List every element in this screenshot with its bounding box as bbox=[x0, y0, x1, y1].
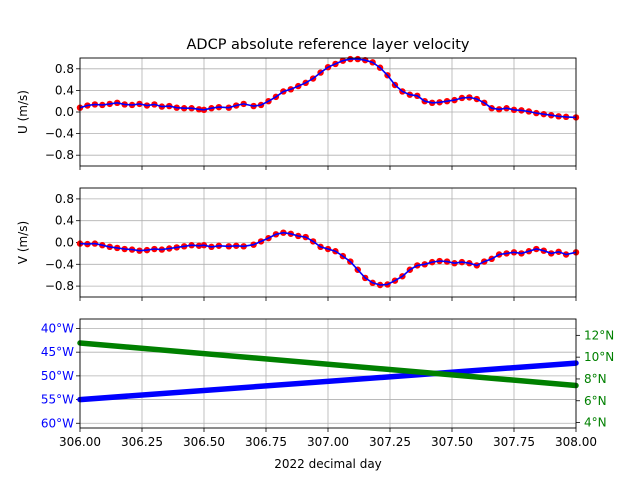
left-y-tick-label: 45°W bbox=[41, 345, 74, 359]
panels: 0.8 0.4 0.0 −0.4 −0.8 U (m/s) 0.8 0.4 0.0 −0.4 −0.… bbox=[16, 55, 614, 449]
longitude-series-line bbox=[77, 360, 579, 403]
x-tick-label: 307.00 bbox=[307, 435, 349, 449]
x-tick-label: 306.75 bbox=[245, 435, 287, 449]
left-y-tick-label: 50°W bbox=[41, 369, 74, 383]
x-tick-label: 306.00 bbox=[59, 435, 101, 449]
right-y-tick-label: 4°N bbox=[584, 416, 607, 430]
series-line bbox=[79, 231, 577, 286]
y-tick-label: 0.4 bbox=[55, 214, 74, 228]
latitude-series-line bbox=[77, 340, 579, 389]
x-tick-label: 307.25 bbox=[369, 435, 411, 449]
axes-frame bbox=[79, 318, 577, 429]
right-y-tick-label: 10°N bbox=[584, 350, 614, 364]
y-tick-label: −0.8 bbox=[45, 279, 74, 293]
y-axis-label: V (m/s) bbox=[16, 221, 30, 264]
x-tick-label: 308.00 bbox=[555, 435, 597, 449]
y-tick-label: 0.0 bbox=[55, 236, 74, 250]
left-y-tick-label: 60°W bbox=[41, 416, 74, 430]
right-y-tick-label: 8°N bbox=[584, 372, 607, 386]
y-tick-label: 0.8 bbox=[55, 62, 74, 76]
y-tick-label: 0.0 bbox=[55, 105, 74, 119]
y-tick-label: −0.4 bbox=[45, 127, 74, 141]
panel-V: 0.8 0.4 0.0 −0.4 −0.8 V (m/s) bbox=[16, 187, 580, 301]
y-tick-label: −0.8 bbox=[45, 148, 74, 162]
x-tick-label: 306.50 bbox=[183, 435, 225, 449]
y-axis-label: U (m/s) bbox=[16, 90, 30, 134]
panel-U: 0.8 0.4 0.0 −0.4 −0.8 U (m/s) bbox=[16, 55, 580, 170]
axes-frame bbox=[79, 57, 577, 167]
right-y-tick-label: 12°N bbox=[584, 328, 614, 342]
x-axis-label: 2022 decimal day bbox=[274, 457, 382, 471]
panel-position: 306.00 306.25 306.50 306.75 307.00 307.25 307.… bbox=[41, 318, 614, 449]
series-line bbox=[79, 58, 577, 119]
axes-frame bbox=[79, 187, 577, 298]
right-y-tick-label: 6°N bbox=[584, 394, 607, 408]
left-y-tick-label: 55°W bbox=[41, 393, 74, 407]
y-tick-label: 0.4 bbox=[55, 83, 74, 97]
y-tick-label: −0.4 bbox=[45, 257, 74, 271]
figure-title: ADCP absolute reference layer velocity bbox=[186, 37, 469, 53]
y-tick-label: 0.8 bbox=[55, 192, 74, 206]
x-tick-label: 307.75 bbox=[493, 435, 535, 449]
left-y-tick-label: 40°W bbox=[41, 321, 74, 335]
x-tick-label: 306.25 bbox=[121, 435, 163, 449]
x-tick-label: 307.50 bbox=[431, 435, 473, 449]
